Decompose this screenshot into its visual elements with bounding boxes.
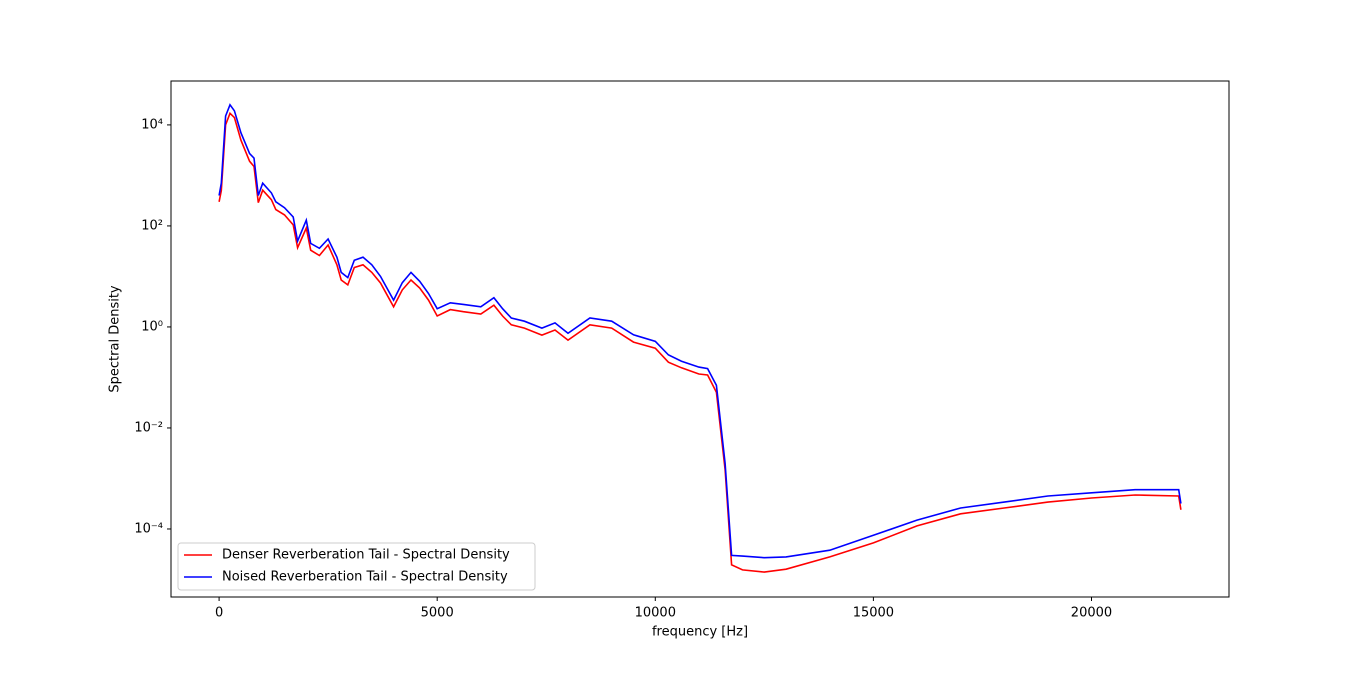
x-axis-label: frequency [Hz] (652, 625, 748, 640)
x-tick-label: 10000 (635, 606, 676, 621)
series-line (218, 103, 1182, 559)
y-tick-label: 10⁰ (141, 319, 163, 334)
legend-box (177, 542, 536, 591)
x-tick-label: 5000 (421, 606, 454, 621)
legend-label: Noised Reverberation Tail - Spectral Den… (222, 570, 508, 585)
x-tick-label: 20000 (1071, 606, 1112, 621)
series-line (218, 111, 1182, 573)
y-tick-label: 10⁻⁴ (134, 521, 163, 536)
y-tick-label: 10⁴ (141, 117, 163, 132)
plot-frame (170, 80, 1230, 598)
legend-label: Denser Reverberation Tail - Spectral Den… (222, 548, 510, 563)
y-tick-label: 10² (141, 218, 163, 233)
y-tick-label: 10⁻² (134, 420, 163, 435)
x-tick-label: 15000 (853, 606, 894, 621)
y-axis-label: Spectral Density (108, 285, 123, 393)
x-tick-label: 0 (215, 606, 223, 621)
